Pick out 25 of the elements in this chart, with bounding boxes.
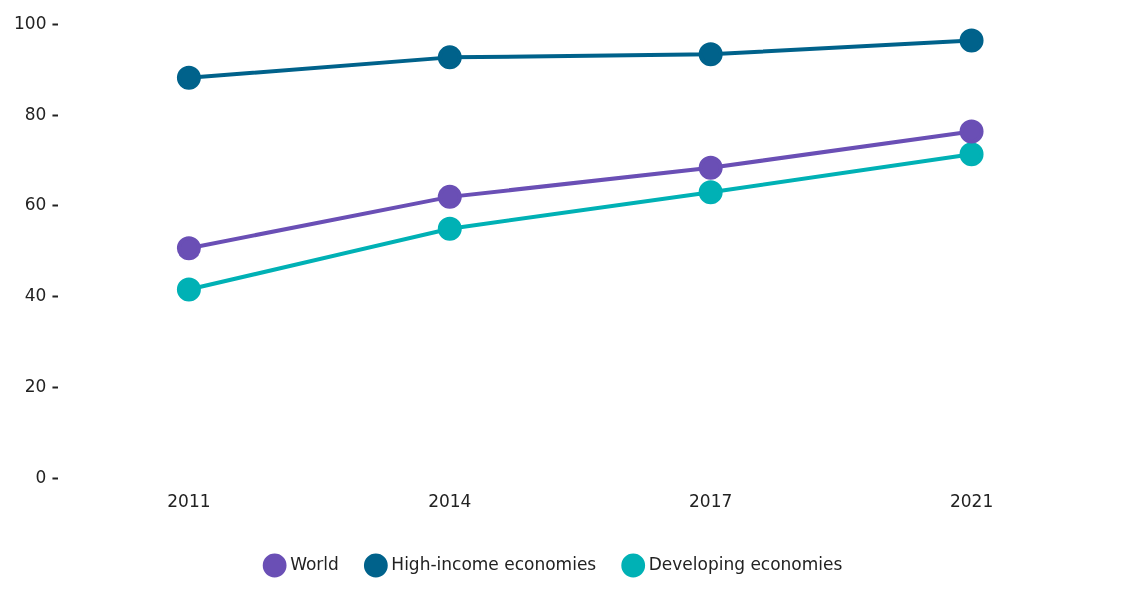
point [437,216,462,241]
legend-label: High-income economies [391,553,597,574]
point [698,42,723,67]
y-tick-label: 0 [35,467,47,488]
x-tick-label: 2017 [689,491,733,512]
point [698,155,723,180]
y-tick-label: 80 [24,103,47,124]
y-tick-label: 60 [24,194,47,215]
point [176,277,201,302]
point [698,180,723,205]
x-tick-label: 2021 [949,491,994,512]
legend-label: Developing economies [648,553,843,574]
point [959,119,984,144]
point [437,45,462,70]
point [176,236,201,261]
y-tick-label: 20 [24,376,47,397]
point [176,65,201,90]
point [959,142,984,167]
x-tick-label: 2014 [428,491,472,512]
point [959,28,984,53]
x-tick-label: 2011 [167,491,211,512]
legend-label: World [290,553,339,574]
y-tick-label: 40 [24,285,47,306]
point [437,184,462,209]
y-tick-label: 100 [13,12,47,33]
